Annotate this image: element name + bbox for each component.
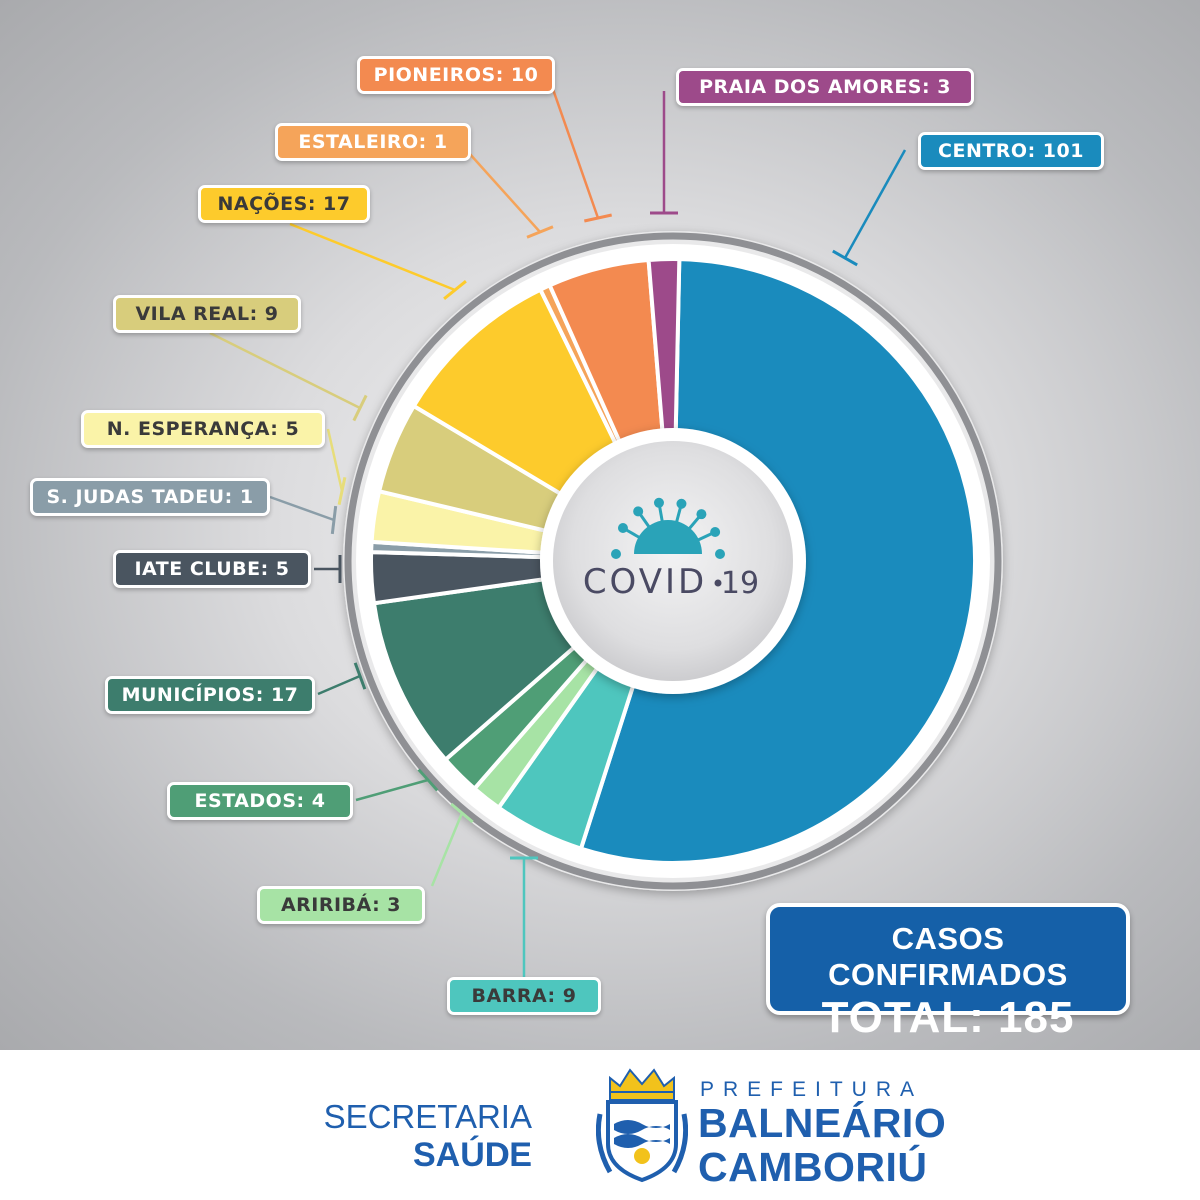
- leader-tick-nacoes: [443, 280, 467, 300]
- center-hub: COVID 19: [540, 428, 806, 694]
- leader-line-centro: [843, 149, 907, 259]
- leader-line-s-judas-tadeu: [269, 495, 335, 522]
- leader-tick-centro: [832, 249, 858, 267]
- prefeitura-label: PREFEITURA: [700, 1078, 924, 1101]
- city-crest-logo: [596, 1068, 688, 1183]
- leader-line-n-esperanca: [326, 428, 344, 492]
- footer: SECRETARIA DE SAÚDE PREFEITURA BALNEÁRIO…: [0, 1050, 1200, 1200]
- leader-line-estaleiro: [459, 142, 541, 233]
- slice-label-barra: BARRA: 9: [447, 977, 601, 1015]
- leader-line-estados: [355, 778, 429, 802]
- leader-line-nacoes: [289, 222, 456, 292]
- leader-tick-n-esperanca: [337, 476, 347, 506]
- leader-line-municipios: [317, 674, 361, 696]
- slice-label-estaleiro: ESTALEIRO: 1: [275, 123, 471, 161]
- slice-label-municipios: MUNICÍPIOS: 17: [105, 676, 315, 714]
- slice-label-centro: CENTRO: 101: [918, 132, 1104, 170]
- leader-line-vila-real: [209, 331, 361, 410]
- pie-chart: COVID 19: [209, 74, 1003, 977]
- secretaria-label: SECRETARIA DE: [323, 1098, 532, 1173]
- leader-tick-pioneiros: [584, 213, 612, 223]
- center-19-label: 19: [721, 566, 759, 601]
- saude-label: SAÚDE: [412, 1136, 532, 1174]
- slice-label-pioneiros: PIONEIROS: 10: [357, 56, 555, 94]
- slice-label-aririba: ARIRIBÁ: 3: [257, 886, 425, 924]
- infographic-stage: COVID 19 CENTRO: 101 BARRA: 9 ARIRIBÁ: 3 ES…: [0, 0, 1200, 1050]
- leader-tick-s-judas-tadeu: [330, 505, 338, 535]
- city-name-line1: BALNEÁRIO: [698, 1100, 947, 1146]
- slice-label-praia-dos-amores: PRAIA DOS AMORES: 3: [676, 68, 974, 106]
- total-cases-value: TOTAL: 185: [821, 993, 1075, 1042]
- leader-tick-estados: [417, 768, 439, 792]
- slice-label-vila-real: VILA REAL: 9: [113, 295, 301, 333]
- total-cases-title: CASOS CONFIRMADOS: [828, 921, 1068, 992]
- leader-tick-vila-real: [352, 394, 368, 422]
- leader-line-aririba: [430, 812, 464, 887]
- slice-label-s-judas-tadeu: S. JUDAS TADEU: 1: [30, 478, 270, 516]
- outer-ring-stroke: [344, 232, 1002, 890]
- slice-label-iate-clube: IATE CLUBE: 5: [113, 550, 311, 588]
- slice-label-nacoes: NAÇÕES: 17: [198, 185, 370, 223]
- center-covid-label: COVID: [583, 562, 707, 602]
- leader-tick-municipios: [353, 662, 367, 690]
- total-cases-box: CASOS CONFIRMADOS TOTAL: 185: [766, 903, 1130, 1042]
- virus-icon: [611, 497, 725, 559]
- center-dot: [714, 579, 722, 587]
- slice-label-estados: ESTADOS: 4: [167, 782, 353, 820]
- city-name-line2: CAMBORIÚ: [698, 1144, 928, 1190]
- leader-tick-aririba: [450, 802, 474, 824]
- leader-line-pioneiros: [546, 74, 600, 219]
- slice-label-n-esperanca: N. ESPERANÇA: 5: [81, 410, 325, 448]
- leader-tick-estaleiro: [526, 225, 554, 239]
